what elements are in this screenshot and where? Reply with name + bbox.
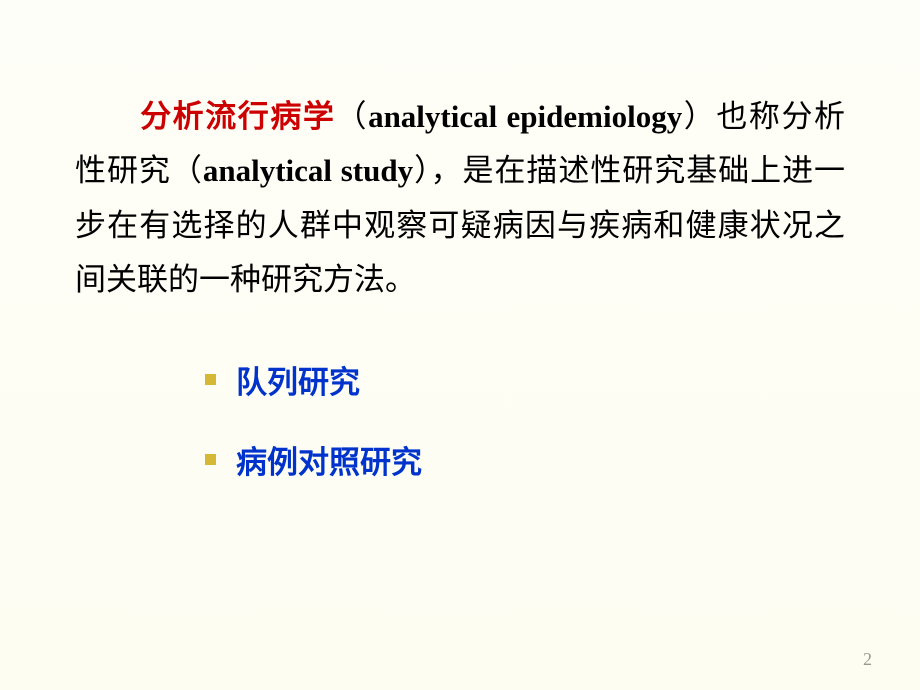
term-english-1: analytical epidemiology: [368, 99, 682, 134]
paren-close-1: ）: [682, 99, 716, 134]
main-paragraph: 分析流行病学（analytical epidemiology）也称分析性研究（a…: [75, 90, 845, 307]
list-item: 队列研究: [205, 357, 845, 402]
paren-open-1: （: [336, 99, 369, 134]
bullet-list: 队列研究 病例对照研究: [205, 357, 845, 482]
page-number: 2: [863, 649, 872, 670]
bullet-marker-icon: [205, 454, 216, 465]
bullet-marker-icon: [205, 374, 216, 385]
paren-close-2: ）: [413, 153, 430, 188]
bullet-label-2: 病例对照研究: [236, 437, 422, 482]
term-english-2: analytical study: [203, 153, 413, 188]
term-chinese: 分析流行病学: [140, 99, 335, 134]
paren-open-2: （: [171, 153, 203, 188]
indent: [75, 99, 140, 134]
bullet-label-1: 队列研究: [236, 357, 360, 402]
list-item: 病例对照研究: [205, 437, 845, 482]
slide-container: 分析流行病学（analytical epidemiology）也称分析性研究（a…: [0, 0, 920, 690]
